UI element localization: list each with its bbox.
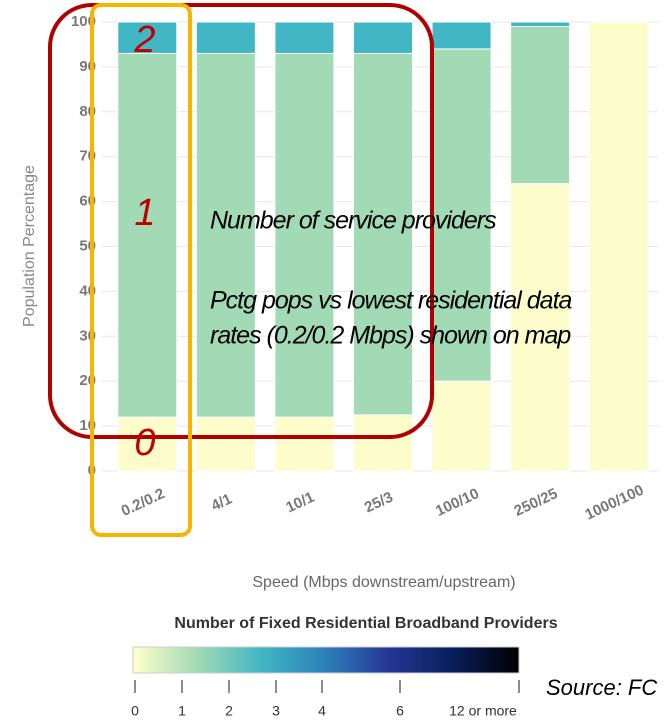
bar-segment [195,52,256,418]
bar-marker: 0 [134,422,155,464]
x-tick-label: 1000/100 [583,482,647,524]
bar-segment [431,380,492,472]
note: Number of service providers [210,207,496,235]
colorbar-tick-label: 12 or more [449,703,517,719]
bar-marker: 1 [134,192,155,234]
bar-segment [510,183,571,472]
bar-segment [117,416,178,472]
bar-segment [588,21,649,472]
x-tick-label: 100/10 [433,485,482,520]
bar-segment [274,21,335,54]
highlight-box [48,3,434,439]
bar-segment [353,21,413,54]
bar-segment [510,21,571,27]
bar-segment [117,21,178,54]
bar-marker: 2 [133,19,155,61]
bar-segment [274,416,335,472]
note: Pctg pops vs lowest residential data [210,287,573,315]
note: rates (0.2/0.2 Mbps) shown on map [210,322,571,350]
bar-segment [117,52,178,418]
colorbar-tick-label: 4 [318,703,326,719]
y-axis-label: Population Percentage [21,165,38,327]
bar-segment [510,25,571,185]
colorbar-title: Number of Fixed Residential Broadband Pr… [174,615,557,632]
colorbar-tick-label: 0 [131,703,139,719]
colorbar [132,646,520,674]
bar-segment [353,414,413,472]
colorbar-tick-label: 6 [396,703,404,719]
x-axis-label: Speed (Mbps downstream/upstream) [252,574,515,591]
bar-segment [274,52,335,418]
source: Source: FC [546,675,657,700]
bar-segment [353,52,413,416]
x-tick-label: 0.2/0.2 [119,485,168,520]
colorbar-tick-label: 3 [272,703,280,719]
colorbar-tick-label: 2 [225,703,233,719]
x-tick-label: 25/3 [362,489,396,517]
colorbar-tick-label: 1 [178,703,186,719]
x-tick-label: 10/1 [283,489,317,517]
bar-segment [195,21,256,54]
x-tick-label: 250/25 [512,485,561,520]
bar-segment [431,21,492,50]
y-tick-label: 100 [71,13,96,30]
x-tick-label: 4/1 [209,490,235,514]
bar-segment [195,416,256,472]
highlight-box [90,3,192,537]
